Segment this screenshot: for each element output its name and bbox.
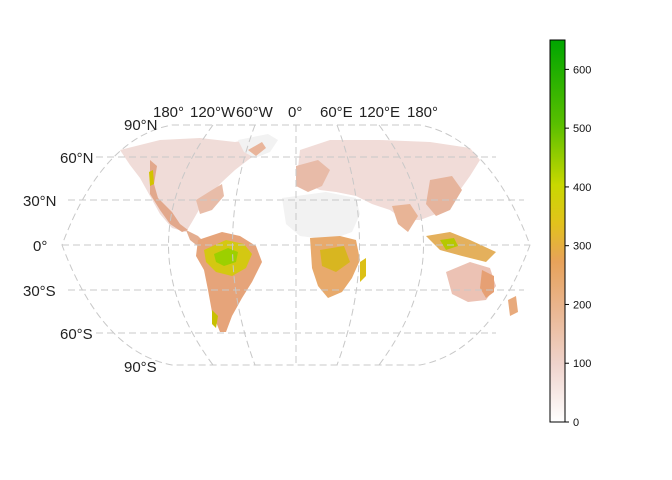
legend-colorbar bbox=[549, 39, 566, 423]
legend-tick-label: 400 bbox=[573, 182, 591, 194]
legend-ticks: 0 100 200 300 400 500 600 bbox=[565, 64, 591, 429]
north-america-east bbox=[196, 184, 224, 214]
india bbox=[392, 204, 418, 232]
alaska-green bbox=[149, 170, 154, 186]
australia-east bbox=[480, 270, 494, 298]
legend-tick-label: 0 bbox=[573, 417, 579, 429]
map-outline bbox=[61, 124, 531, 366]
southeast-asia bbox=[426, 232, 496, 262]
east-asia bbox=[426, 176, 462, 216]
greenland-south bbox=[248, 142, 266, 156]
africa-core bbox=[320, 246, 350, 272]
lon-60e bbox=[336, 124, 360, 366]
africa-sahara bbox=[282, 192, 360, 240]
amazon-core bbox=[214, 248, 238, 266]
lat-label: 30°N bbox=[23, 193, 57, 210]
new-zealand bbox=[508, 296, 518, 316]
lat-label: 60°S bbox=[60, 326, 93, 343]
legend-tick-label: 300 bbox=[573, 241, 591, 253]
lat-labels: 90°N 60°N 30°N 0° 30°S 60°S 90°S bbox=[23, 117, 158, 376]
lon-60w bbox=[232, 124, 256, 366]
lon-label: 60°E bbox=[320, 104, 353, 121]
lon-label: 120°W bbox=[190, 104, 236, 121]
legend-tick-label: 500 bbox=[573, 123, 591, 135]
lon-label: 0° bbox=[288, 104, 302, 121]
legend-tick-label: 600 bbox=[573, 64, 591, 76]
lon-label: 120°E bbox=[359, 104, 400, 121]
lon-label: 180° bbox=[153, 104, 184, 121]
lon-120e bbox=[378, 124, 424, 366]
lon-label: 60°W bbox=[236, 104, 274, 121]
legend-tick-label: 100 bbox=[573, 358, 591, 370]
lat-label: 0° bbox=[33, 238, 47, 255]
lat-label: 90°N bbox=[124, 117, 158, 134]
color-legend: 0 100 200 300 400 500 600 bbox=[549, 39, 591, 429]
graticule bbox=[61, 124, 531, 366]
europe-west bbox=[296, 160, 330, 192]
legend-tick-label: 200 bbox=[573, 299, 591, 311]
madagascar bbox=[360, 258, 366, 282]
north-america bbox=[120, 138, 262, 232]
andes-south bbox=[212, 310, 218, 328]
lon-120w bbox=[168, 124, 214, 366]
lon-labels: 180° 120°W 60°W 0° 60°E 120°E 180° bbox=[153, 104, 438, 121]
lat-label: 30°S bbox=[23, 283, 56, 300]
north-america-west-coast bbox=[150, 160, 188, 232]
lat-label: 90°S bbox=[124, 359, 157, 376]
indonesia-green bbox=[440, 238, 458, 250]
lat-label: 60°N bbox=[60, 150, 94, 167]
landmasses bbox=[120, 134, 518, 332]
lon-label: 180° bbox=[407, 104, 438, 121]
